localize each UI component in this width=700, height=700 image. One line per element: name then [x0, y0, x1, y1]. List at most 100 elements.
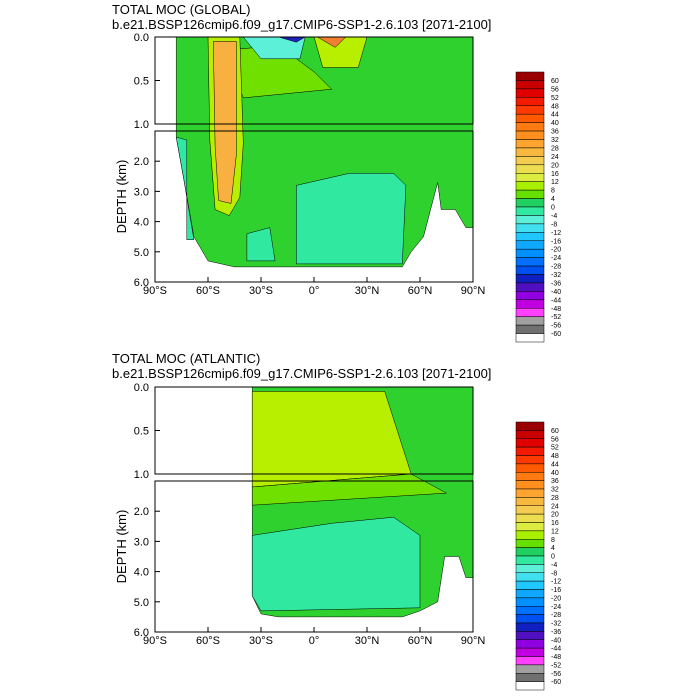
colorbar-swatch: [515, 480, 545, 490]
colorbar-label: -28: [551, 264, 561, 271]
colorbar-swatch: [515, 97, 545, 106]
colorbar-swatch: [515, 455, 545, 465]
colorbar-label: 16: [551, 520, 559, 527]
global-subtitle: b.e21.BSSP126cmip6.f09_g17.CMIP6-SSP1-2.…: [112, 17, 492, 32]
colorbar-swatch: [515, 71, 545, 81]
colorbar-swatch: [515, 488, 545, 498]
colorbar-swatch: [515, 147, 545, 157]
atlantic-title: TOTAL MOC (ATLANTIC): [112, 351, 261, 366]
colorbar-label: 60: [551, 428, 559, 435]
colorbar-label: -24: [551, 255, 561, 262]
colorbar-label: 20: [551, 162, 559, 169]
colorbar-swatch: [515, 122, 545, 132]
colorbar-label: -36: [551, 629, 561, 636]
colorbar-swatch: [515, 282, 545, 292]
colorbar-label: 36: [551, 129, 559, 136]
colorbar-swatch: [515, 446, 545, 456]
colorbar-label: 40: [551, 470, 559, 477]
colorbar-swatch: [515, 639, 545, 649]
tropical-north-cell: [313, 36, 368, 68]
colorbar-swatch: [515, 430, 545, 439]
y-tick-label: 0.5: [134, 426, 149, 438]
colorbar-swatch: [515, 497, 545, 506]
y-tick-label: 2.0: [134, 156, 149, 168]
colorbar-swatch: [515, 324, 545, 334]
colorbar-label: -44: [551, 646, 561, 653]
colorbar-swatch: [515, 564, 545, 573]
southern-ocean-cell: [207, 36, 244, 216]
colorbar-swatch: [515, 181, 545, 191]
colorbar-label: 44: [551, 461, 559, 468]
colorbar-swatch: [515, 513, 545, 523]
colorbar-label: -44: [551, 297, 561, 304]
global-title: TOTAL MOC (GLOBAL): [112, 2, 251, 17]
colorbar-swatch: [515, 291, 545, 301]
colorbar-label: -48: [551, 654, 561, 661]
colorbar-swatch: [515, 539, 545, 548]
colorbar-label: -28: [551, 612, 561, 619]
colorbar-swatch: [515, 299, 545, 309]
southern-ocean-core: [213, 41, 237, 204]
colorbar-swatch: [515, 438, 545, 448]
colorbar-swatch: [515, 316, 545, 326]
y-tick-label: 0.5: [134, 76, 149, 88]
lower-axis-box: [154, 130, 474, 283]
colorbar-label: 48: [551, 453, 559, 460]
colorbar-swatch: [515, 463, 545, 473]
deep-south-cell: [246, 227, 276, 262]
colorbar-swatch: [515, 156, 545, 166]
y-tick-label: 5.0: [134, 597, 149, 609]
colorbar-swatch: [515, 164, 545, 174]
moc-field: [175, 36, 474, 268]
colorbar-swatch: [515, 113, 545, 123]
colorbar-swatch: [515, 274, 545, 284]
upper-cell: [225, 45, 333, 99]
colorbar-label: 12: [551, 179, 559, 186]
colorbar-swatch: [515, 240, 545, 250]
colorbar-label: 52: [551, 95, 559, 102]
y-tick-label: 1.0: [134, 469, 149, 481]
colorbar-label: -20: [551, 247, 561, 254]
colorbar: 60565248444036322824201612840-4-8-12-16-…: [515, 421, 561, 691]
colorbar-swatch: [515, 522, 545, 532]
y-tick-label: 2.0: [134, 506, 149, 518]
x-tick-label: 0°: [309, 285, 320, 297]
y-axis-label: DEPTH (km): [114, 510, 129, 584]
colorbar-label: -60: [551, 331, 561, 338]
colorbar-label: 4: [551, 545, 555, 552]
colorbar-label: 0: [551, 554, 555, 561]
colorbar-label: 52: [551, 445, 559, 452]
x-tick-label: 90°S: [143, 285, 167, 297]
colorbar-swatch: [515, 656, 545, 666]
colorbar-label: 8: [551, 537, 555, 544]
colorbar-swatch: [515, 580, 545, 590]
y-tick-label: 4.0: [134, 217, 149, 229]
x-tick-label: 90°N: [461, 285, 486, 297]
colorbar-label: -60: [551, 679, 561, 686]
x-tick-label: 90°S: [143, 635, 167, 647]
x-tick-label: 0°: [309, 635, 320, 647]
colorbar-swatch: [515, 130, 545, 140]
colorbar-swatch: [515, 105, 545, 115]
colorbar-swatch: [515, 555, 545, 565]
colorbar-swatch: [515, 88, 545, 98]
colorbar-swatch: [515, 530, 545, 540]
colorbar-swatch: [515, 647, 545, 657]
colorbar-label: -56: [551, 671, 561, 678]
colorbar: 60565248444036322824201612840-4-8-12-16-…: [515, 71, 561, 343]
colorbar-label: -48: [551, 306, 561, 313]
colorbar-swatch: [515, 681, 545, 691]
colorbar-swatch: [515, 173, 545, 182]
colorbar-label: 32: [551, 487, 559, 494]
colorbar-label: 40: [551, 120, 559, 127]
colorbar-label: -36: [551, 280, 561, 287]
y-tick-label: 0.0: [134, 382, 149, 394]
colorbar-label: 28: [551, 145, 559, 152]
x-tick-label: 60°S: [196, 635, 220, 647]
colorbar-label: -52: [551, 662, 561, 669]
x-tick-label: 60°S: [196, 285, 220, 297]
tropical-north-core: [316, 36, 347, 48]
colorbar-swatch: [515, 215, 545, 225]
